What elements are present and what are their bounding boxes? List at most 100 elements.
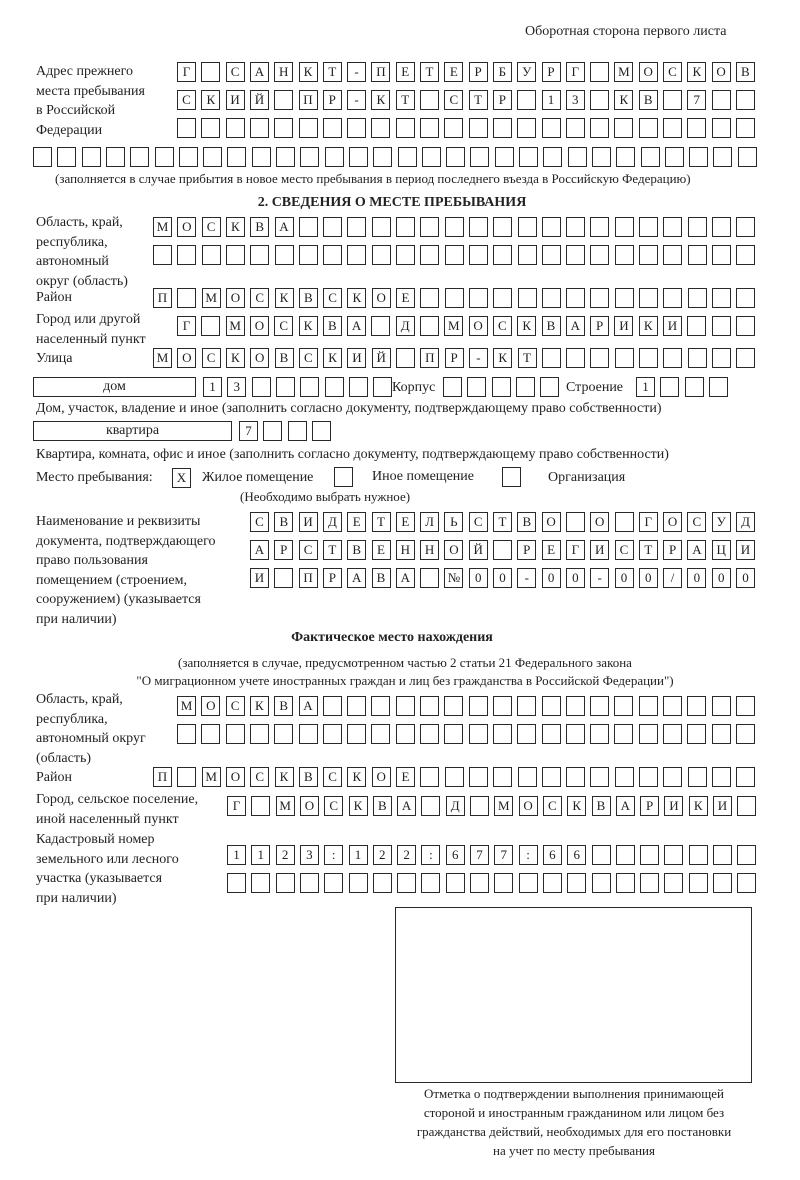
char-cell[interactable] bbox=[664, 147, 684, 167]
char-cell[interactable] bbox=[687, 767, 707, 787]
char-cell[interactable] bbox=[713, 147, 733, 167]
char-cell[interactable] bbox=[420, 288, 440, 308]
char-cell[interactable]: Р bbox=[468, 62, 488, 82]
char-cell[interactable]: 1 bbox=[203, 377, 222, 397]
char-cell[interactable]: К bbox=[348, 796, 368, 816]
char-cell[interactable] bbox=[735, 696, 755, 716]
char-cell[interactable] bbox=[663, 245, 683, 265]
char-cell[interactable] bbox=[371, 696, 391, 716]
char-cell[interactable]: Ь bbox=[444, 512, 464, 532]
char-cell[interactable]: О bbox=[590, 512, 610, 532]
char-cell[interactable] bbox=[736, 245, 756, 265]
char-cell[interactable]: М bbox=[275, 796, 295, 816]
char-cell[interactable]: С bbox=[177, 90, 196, 110]
char-cell[interactable]: А bbox=[249, 62, 269, 82]
char-cell[interactable]: Р bbox=[640, 796, 660, 816]
char-cell[interactable]: Г bbox=[638, 512, 658, 532]
char-cell[interactable] bbox=[298, 245, 318, 265]
char-cell[interactable]: К bbox=[493, 348, 513, 368]
char-cell[interactable]: Е bbox=[395, 512, 415, 532]
char-cell[interactable]: - bbox=[347, 90, 367, 110]
char-cell[interactable] bbox=[420, 767, 440, 787]
char-cell[interactable] bbox=[590, 348, 610, 368]
char-cell[interactable] bbox=[663, 724, 682, 744]
char-cell[interactable] bbox=[639, 348, 658, 368]
char-cell[interactable]: : bbox=[421, 845, 441, 865]
char-cell[interactable] bbox=[177, 724, 196, 744]
char-cell[interactable] bbox=[518, 873, 538, 893]
char-cell[interactable] bbox=[298, 118, 318, 138]
char-cell[interactable] bbox=[566, 288, 586, 308]
char-cell[interactable] bbox=[322, 696, 342, 716]
char-cell[interactable] bbox=[492, 118, 512, 138]
char-cell[interactable] bbox=[444, 288, 464, 308]
char-cell[interactable] bbox=[444, 217, 464, 237]
char-cell[interactable] bbox=[468, 245, 488, 265]
char-cell[interactable]: 2 bbox=[275, 845, 295, 865]
char-cell[interactable]: Й bbox=[371, 348, 391, 368]
char-cell[interactable]: Й bbox=[249, 90, 269, 110]
char-cell[interactable]: 6 bbox=[567, 845, 587, 865]
char-cell[interactable] bbox=[274, 724, 294, 744]
char-cell[interactable]: Е bbox=[395, 62, 415, 82]
char-cell[interactable]: О bbox=[711, 62, 731, 82]
char-cell[interactable] bbox=[515, 377, 535, 397]
char-cell[interactable] bbox=[591, 147, 611, 167]
char-cell[interactable]: С bbox=[323, 767, 343, 787]
char-cell[interactable] bbox=[347, 118, 367, 138]
char-cell[interactable] bbox=[711, 245, 731, 265]
char-cell[interactable] bbox=[711, 90, 731, 110]
char-cell[interactable] bbox=[444, 767, 464, 787]
char-cell[interactable]: Д bbox=[445, 796, 465, 816]
char-cell[interactable]: 0 bbox=[687, 568, 707, 588]
char-cell[interactable]: В bbox=[298, 767, 318, 787]
char-cell[interactable] bbox=[251, 873, 271, 893]
char-cell[interactable]: О bbox=[371, 767, 391, 787]
char-cell[interactable] bbox=[517, 118, 537, 138]
char-cell[interactable] bbox=[614, 512, 634, 532]
char-cell[interactable]: П bbox=[420, 348, 440, 368]
char-cell[interactable] bbox=[444, 724, 464, 744]
char-cell[interactable] bbox=[251, 377, 271, 397]
char-cell[interactable] bbox=[201, 118, 221, 138]
char-cell[interactable] bbox=[591, 873, 611, 893]
char-cell[interactable]: Т bbox=[468, 90, 488, 110]
char-cell[interactable] bbox=[566, 217, 586, 237]
char-cell[interactable]: Р bbox=[322, 90, 342, 110]
char-cell[interactable] bbox=[251, 147, 271, 167]
char-cell[interactable] bbox=[540, 377, 560, 397]
char-cell[interactable] bbox=[638, 696, 658, 716]
char-cell[interactable] bbox=[347, 724, 367, 744]
char-cell[interactable] bbox=[590, 62, 610, 82]
char-cell[interactable]: В bbox=[322, 316, 342, 336]
char-cell[interactable] bbox=[684, 377, 704, 397]
char-cell[interactable]: М bbox=[201, 288, 221, 308]
char-cell[interactable] bbox=[517, 217, 537, 237]
char-cell[interactable]: 7 bbox=[239, 421, 258, 441]
char-cell[interactable]: К bbox=[323, 348, 343, 368]
char-cell[interactable]: В bbox=[274, 348, 294, 368]
char-cell[interactable]: М bbox=[201, 767, 221, 787]
char-cell[interactable]: В bbox=[347, 540, 367, 560]
char-cell[interactable]: О bbox=[663, 512, 683, 532]
char-cell[interactable]: 1 bbox=[541, 90, 561, 110]
char-cell[interactable] bbox=[324, 147, 344, 167]
char-cell[interactable]: О bbox=[177, 348, 197, 368]
char-cell[interactable]: С bbox=[298, 348, 318, 368]
char-cell[interactable] bbox=[737, 873, 757, 893]
char-cell[interactable] bbox=[639, 245, 658, 265]
char-cell[interactable]: М bbox=[177, 696, 196, 716]
char-cell[interactable]: И bbox=[713, 796, 732, 816]
char-cell[interactable]: И bbox=[225, 90, 245, 110]
char-cell[interactable]: О bbox=[249, 316, 269, 336]
char-cell[interactable] bbox=[663, 767, 683, 787]
char-cell[interactable] bbox=[300, 377, 320, 397]
char-cell[interactable] bbox=[324, 873, 344, 893]
char-cell[interactable] bbox=[614, 288, 634, 308]
char-cell[interactable] bbox=[33, 147, 52, 167]
char-cell[interactable] bbox=[663, 288, 683, 308]
char-cell[interactable] bbox=[443, 377, 462, 397]
char-cell[interactable]: К bbox=[298, 316, 318, 336]
char-cell[interactable] bbox=[276, 147, 295, 167]
char-cell[interactable] bbox=[614, 724, 634, 744]
